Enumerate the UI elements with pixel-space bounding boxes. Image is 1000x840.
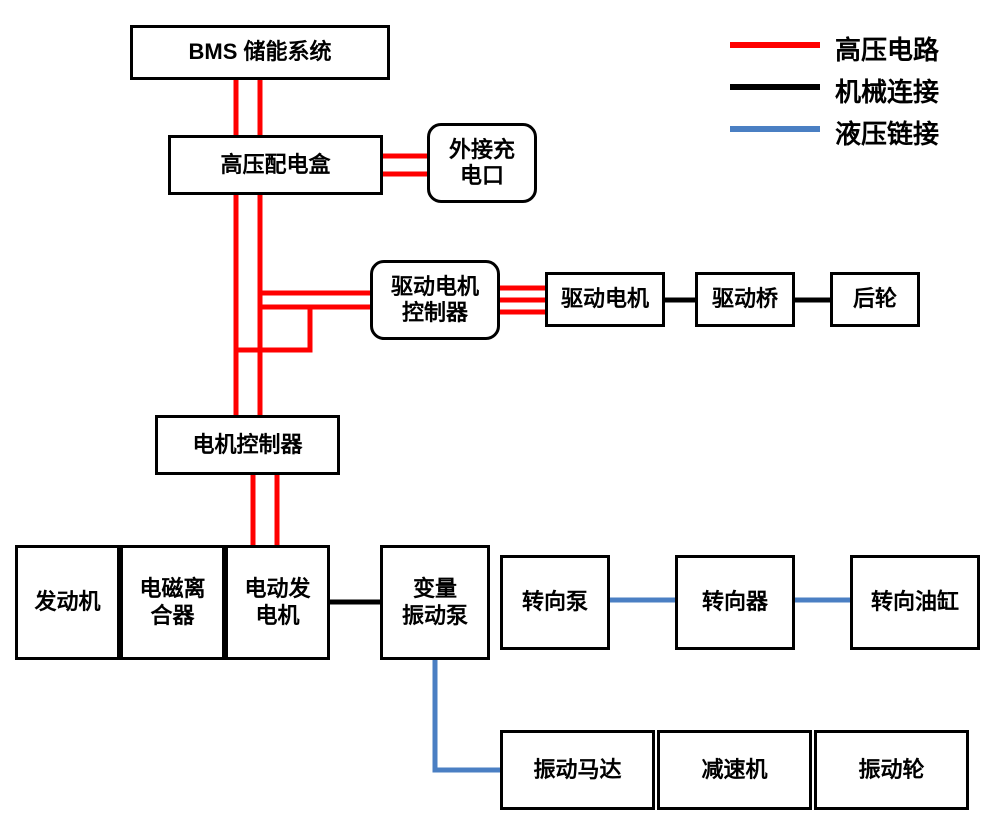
node-steergear: 转向器 [675,555,795,650]
node-vibwheel: 振动轮 [814,730,969,810]
node-charge: 外接充电口 [427,123,537,203]
node-label: 转向油缸 [871,589,959,615]
node-drvmotor: 驱动电机 [545,272,665,327]
node-label: 驱动电机控制器 [391,274,479,327]
node-rearwheel: 后轮 [830,272,920,327]
node-label: 驱动电机 [561,286,649,312]
legend-label: 高压电路 [835,30,939,67]
node-engine: 发动机 [15,545,120,660]
node-label: 转向器 [702,589,768,615]
legend-label: 液压链接 [835,114,939,151]
node-pdu: 高压配电盒 [168,135,383,195]
node-label: 外接充电口 [449,137,515,190]
node-label: 转向泵 [522,589,588,615]
node-bms: BMS 储能系统 [130,25,390,80]
node-label: 电机控制器 [192,432,302,458]
node-label: BMS 储能系统 [188,39,331,65]
legend-line [730,84,820,90]
legend-line [730,126,820,132]
node-reducer: 减速机 [657,730,812,810]
node-label: 振动马达 [533,757,621,783]
node-label: 电动发电机 [244,576,310,629]
node-label: 电磁离合器 [139,576,205,629]
node-mctrl: 电机控制器 [155,415,340,475]
node-drvctrl: 驱动电机控制器 [370,260,500,340]
node-label: 减速机 [701,757,767,783]
node-label: 驱动桥 [712,286,778,312]
node-clutch: 电磁离合器 [120,545,225,660]
node-steercyl: 转向油缸 [850,555,980,650]
node-label: 发动机 [34,589,100,615]
node-steerpump: 转向泵 [500,555,610,650]
node-label: 高压配电盒 [220,152,330,178]
node-label: 振动轮 [858,757,924,783]
legend-line [730,42,820,48]
node-varpump: 变量振动泵 [380,545,490,660]
node-drvaxle: 驱动桥 [695,272,795,327]
legend-label: 机械连接 [835,72,939,109]
node-label: 变量振动泵 [402,576,468,629]
node-genmotor: 电动发电机 [225,545,330,660]
node-label: 后轮 [853,286,897,312]
node-vibmotor: 振动马达 [500,730,655,810]
